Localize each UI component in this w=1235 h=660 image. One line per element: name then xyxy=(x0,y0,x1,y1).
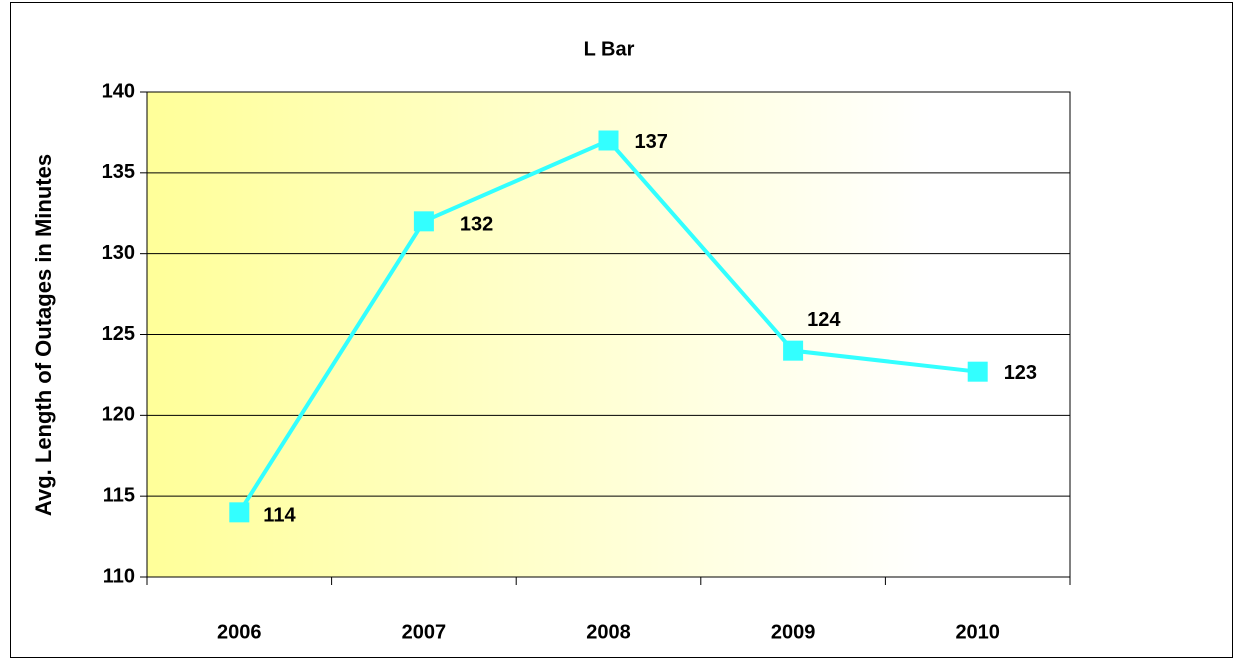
marker xyxy=(598,130,619,151)
y-tick-label: 110 xyxy=(103,565,135,587)
marker xyxy=(229,502,250,523)
y-tick-label: 130 xyxy=(102,242,135,264)
data-label: 132 xyxy=(460,214,493,236)
x-tick-label: 2010 xyxy=(955,621,1000,643)
chart-title: L Bar xyxy=(584,38,635,60)
y-axis-label: Avg. Length of Outages in Minutes xyxy=(31,154,56,516)
data-label: 124 xyxy=(807,309,841,331)
marker xyxy=(413,211,434,232)
data-label: 137 xyxy=(635,131,668,153)
x-tick-label: 2009 xyxy=(771,621,816,643)
marker xyxy=(783,340,804,361)
y-tick-label: 140 xyxy=(102,80,135,102)
x-tick-label: 2008 xyxy=(586,621,631,643)
marker xyxy=(967,361,988,382)
x-tick-label: 2006 xyxy=(217,621,262,643)
x-tick-label: 2007 xyxy=(402,621,447,643)
y-tick-label: 135 xyxy=(102,161,135,183)
data-label: 114 xyxy=(263,505,296,527)
data-label: 123 xyxy=(1004,362,1037,384)
y-tick-label: 120 xyxy=(102,404,135,426)
y-tick-label: 125 xyxy=(102,323,135,345)
y-tick-label: 115 xyxy=(103,484,135,506)
plot-border xyxy=(146,91,1071,578)
